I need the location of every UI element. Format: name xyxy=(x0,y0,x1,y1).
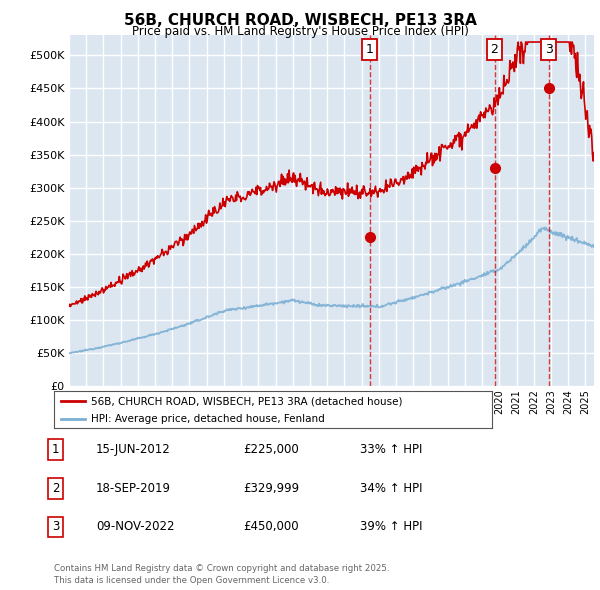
Text: 3: 3 xyxy=(52,520,59,533)
Text: 1: 1 xyxy=(365,44,373,57)
Text: 33% ↑ HPI: 33% ↑ HPI xyxy=(360,443,422,456)
Text: £329,999: £329,999 xyxy=(243,482,299,495)
Text: £225,000: £225,000 xyxy=(243,443,299,456)
Text: £450,000: £450,000 xyxy=(243,520,299,533)
Text: 18-SEP-2019: 18-SEP-2019 xyxy=(96,482,171,495)
Text: Contains HM Land Registry data © Crown copyright and database right 2025.
This d: Contains HM Land Registry data © Crown c… xyxy=(54,565,389,585)
Text: 39% ↑ HPI: 39% ↑ HPI xyxy=(360,520,422,533)
Text: 2: 2 xyxy=(491,44,499,57)
Text: 2: 2 xyxy=(52,482,59,495)
Text: 56B, CHURCH ROAD, WISBECH, PE13 3RA (detached house): 56B, CHURCH ROAD, WISBECH, PE13 3RA (det… xyxy=(91,396,403,406)
Text: 34% ↑ HPI: 34% ↑ HPI xyxy=(360,482,422,495)
Text: HPI: Average price, detached house, Fenland: HPI: Average price, detached house, Fenl… xyxy=(91,414,325,424)
Text: 56B, CHURCH ROAD, WISBECH, PE13 3RA: 56B, CHURCH ROAD, WISBECH, PE13 3RA xyxy=(124,13,476,28)
Text: Price paid vs. HM Land Registry's House Price Index (HPI): Price paid vs. HM Land Registry's House … xyxy=(131,25,469,38)
Text: 3: 3 xyxy=(545,44,553,57)
Text: 1: 1 xyxy=(52,443,59,456)
Text: 15-JUN-2012: 15-JUN-2012 xyxy=(96,443,171,456)
Text: 09-NOV-2022: 09-NOV-2022 xyxy=(96,520,175,533)
